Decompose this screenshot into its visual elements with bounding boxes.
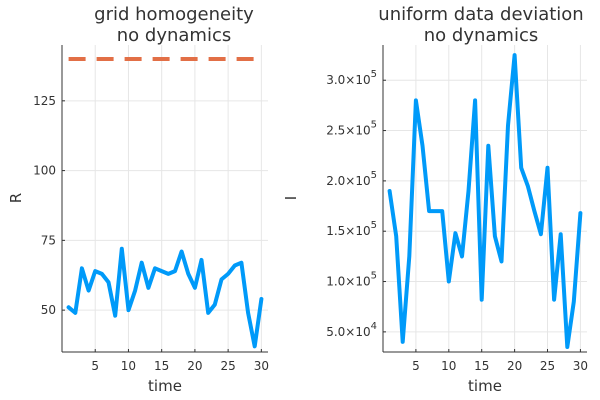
- uniform-deviation-ytick-label: 5.0×104: [326, 321, 377, 339]
- grid-homogeneity-xlabel: time: [148, 377, 182, 395]
- uniform-deviation-xtick-label: 5: [412, 359, 420, 373]
- uniform-deviation-xtick-label: 25: [540, 359, 555, 373]
- uniform-deviation-xtick-label: 10: [441, 359, 456, 373]
- uniform-deviation-title: uniform data deviation: [378, 4, 583, 25]
- grid-homogeneity-series-line: [66, 246, 264, 349]
- grid-homogeneity-ylabel: R: [7, 193, 25, 203]
- uniform-deviation-series-line: [387, 53, 583, 349]
- grid-homogeneity-ytick-label: 75: [41, 233, 56, 247]
- grid-homogeneity-ytick-label: 100: [33, 164, 56, 178]
- uniform-deviation-ytick-label: 3.0×105: [326, 69, 377, 87]
- grid-homogeneity-subtitle: no dynamics: [117, 25, 231, 46]
- uniform-deviation-ytick-label: 1.0×105: [326, 271, 377, 289]
- grid-homogeneity-series: [66, 57, 264, 349]
- uniform-deviation-xlabel: time: [468, 377, 502, 395]
- grid-homogeneity-xtick-label: 20: [187, 359, 202, 373]
- grid-homogeneity-ytick-label: 50: [41, 303, 56, 317]
- grid-homogeneity-xtick-label: 30: [254, 359, 269, 373]
- uniform-deviation-series: [387, 53, 583, 349]
- plot-grid-homogeneity: 5 10 15 20 25 30 50 75 100 125 grid homogeneity n…: [7, 4, 269, 395]
- uniform-deviation-xtick-label: 30: [573, 359, 588, 373]
- uniform-deviation-subtitle: no dynamics: [424, 25, 538, 46]
- grid-homogeneity-xtick-label: 5: [91, 359, 99, 373]
- uniform-deviation-ticks: 5 10 15 20 25 30 5.0×104 1.0×105 1.5×105 2.0×105 2…: [326, 69, 588, 373]
- grid-homogeneity-xtick-label: 25: [220, 359, 235, 373]
- grid-homogeneity-ticks: 5 10 15 20 25 30 50 75 100 125: [33, 94, 269, 373]
- grid-homogeneity-xtick-label: 15: [154, 359, 169, 373]
- uniform-deviation-ylabel: I: [282, 196, 300, 200]
- grid-homogeneity-title: grid homogeneity: [94, 4, 254, 25]
- grid-homogeneity-xtick-label: 10: [121, 359, 136, 373]
- uniform-deviation-xtick-label: 15: [474, 359, 489, 373]
- uniform-deviation-xtick-label: 20: [507, 359, 522, 373]
- uniform-deviation-ytick-label: 2.5×105: [326, 120, 377, 138]
- grid-homogeneity-ytick-label: 125: [33, 94, 56, 108]
- uniform-deviation-ytick-label: 2.0×105: [326, 170, 377, 188]
- grid-homogeneity-gridlines: [62, 45, 268, 352]
- uniform-deviation-ytick-label: 1.5×105: [326, 220, 377, 238]
- plot-uniform-data-deviation: 5 10 15 20 25 30 5.0×104 1.0×105 1.5×105 2.0×105 2…: [282, 4, 588, 395]
